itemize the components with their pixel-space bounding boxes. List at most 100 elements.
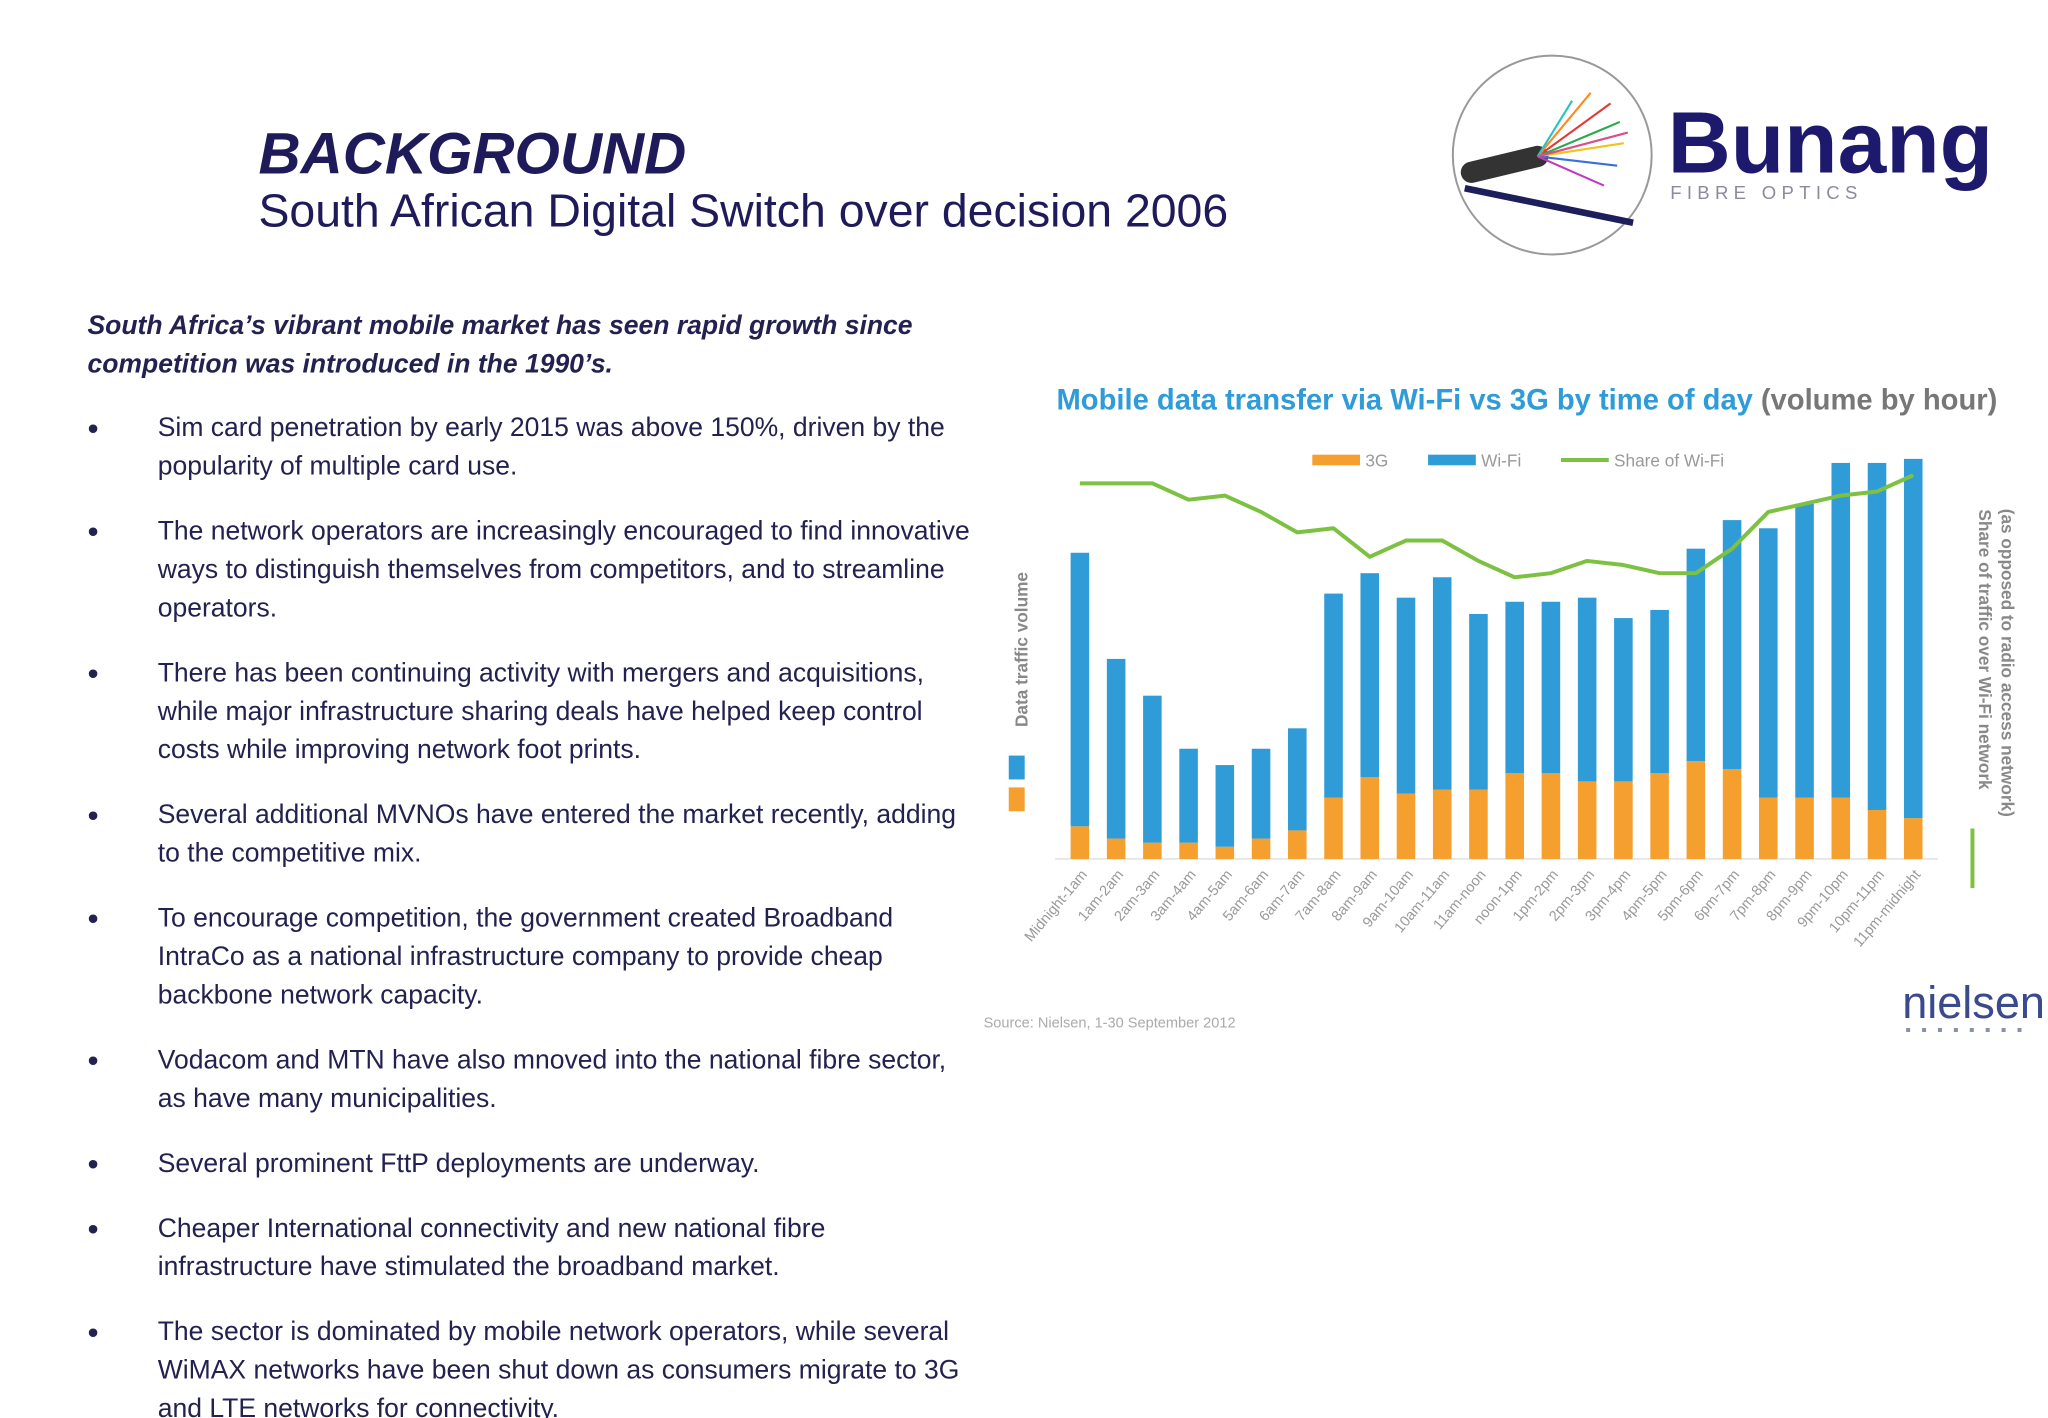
legend-swatch [1428, 454, 1476, 466]
bar-segment [1686, 760, 1706, 859]
chart-brand: nielsen [1902, 977, 2045, 1028]
logo-icon [1451, 54, 1653, 256]
bar-segment [1179, 842, 1198, 859]
chart-subtitle: (volume by hour) [1761, 385, 1998, 417]
bullet-text: Sim card penetration by early 2015 was a… [157, 413, 945, 482]
intro: South Africa’s vibrant mobile market has… [87, 311, 913, 380]
bar-segment [1251, 838, 1271, 859]
bullet-dot: • [87, 410, 99, 447]
slide-title: BACKGROUND [258, 121, 687, 187]
legend-label: 3G [1365, 451, 1388, 471]
y2-axis-note: (as opposed to radio access network) [1998, 509, 2018, 817]
bar-segment [1650, 773, 1669, 859]
bullet-text: The sector is dominated by mobile networ… [157, 1317, 960, 1418]
bar-segment [1903, 458, 1923, 819]
bar-segment [1505, 601, 1524, 774]
logo-tagline: FIBRE OPTICS [1670, 182, 1862, 203]
legend-label: Wi-Fi [1481, 451, 1521, 471]
bar-segment [1070, 552, 1090, 827]
bullet-text: There has been continuing activity with … [157, 658, 925, 765]
bullet-item: • The sector is dominated by mobile netwo… [87, 1314, 975, 1418]
bar-segment [1106, 838, 1126, 859]
bar-segment [1541, 773, 1561, 859]
bullet-dot: • [87, 1043, 99, 1080]
bar-segment [1614, 781, 1633, 859]
bar-segment [1143, 695, 1162, 843]
share-line [1079, 473, 1915, 580]
bar-segment [1722, 769, 1742, 859]
bar-segment [1795, 503, 1814, 798]
bullet-item: • Sim card penetration by early 2015 was … [87, 410, 975, 487]
bar-segment [1469, 614, 1488, 790]
bar-segment [1795, 797, 1814, 859]
bar-segment [1759, 528, 1778, 798]
bar-segment [1867, 809, 1887, 859]
y-label-key [1008, 787, 1025, 812]
legend-swatch [1312, 454, 1361, 466]
bar-segment [1614, 618, 1633, 782]
bar-segment [1324, 593, 1343, 798]
bullet-text: The network operators are increasingly e… [157, 516, 970, 624]
bar-segment [1867, 462, 1887, 810]
bar-segment [1759, 797, 1778, 859]
chart-title-main: Mobile data transfer via Wi-Fi vs 3G by … [1056, 385, 1753, 417]
bar-segment [1577, 597, 1597, 782]
bullet-text: Cheaper International connectivity and n… [157, 1214, 826, 1282]
bar-segment [1831, 462, 1851, 798]
bar-segment [1360, 573, 1380, 778]
y2-axis-label: Share of traffic over Wi-Fi network [1975, 509, 1995, 790]
y-axis-label: Data traffic volume [1011, 572, 1031, 727]
bar-segment [1251, 748, 1271, 839]
chart-title: Mobile data transfer via Wi-Fi vs 3G by … [1056, 385, 1997, 417]
bar-segment [1106, 658, 1126, 839]
bullet-item: • There has been continuing activity with… [87, 655, 975, 770]
bar-segment [1469, 789, 1488, 859]
bullet-item: • The network operators are increasingly … [87, 513, 975, 628]
bar-segment [1831, 797, 1851, 859]
bullet-dot: • [87, 1314, 99, 1351]
bar-segment [1650, 609, 1669, 774]
bar-segment [1541, 601, 1561, 774]
bar-segment [1070, 826, 1090, 859]
bullet-text: To encourage competition, the government… [157, 904, 894, 1011]
bullet-dot: • [87, 901, 99, 938]
bar-segment [1432, 577, 1452, 790]
bar-segment [1722, 520, 1742, 770]
bullet-text: Vodacom and MTN have also mnoved into th… [157, 1045, 947, 1114]
y-label-key [1008, 755, 1025, 780]
legend-label: Share of Wi-Fi [1614, 451, 1724, 471]
bar-segment [1396, 793, 1416, 859]
bullet-item: • To encourage competition, the governmen… [87, 900, 975, 1015]
bar-segment [1179, 748, 1198, 843]
bar-segment [1577, 781, 1597, 859]
slide-subtitle: South African Digital Switch over decisi… [258, 185, 1229, 238]
bar-segment [1288, 830, 1307, 859]
bar-segment [1215, 765, 1235, 847]
bullet-dot: • [87, 797, 99, 834]
bar-segment [1432, 789, 1452, 859]
bullet-dot: • [87, 1146, 99, 1183]
bar-segment [1215, 846, 1235, 859]
bar-segment [1324, 797, 1343, 859]
bullet-list: • Sim card penetration by early 2015 was … [87, 410, 975, 1418]
logo-name: Bunang [1668, 93, 1994, 191]
bullet-dot: • [87, 1211, 99, 1248]
bullet-text: Several prominent FttP deployments are u… [157, 1149, 760, 1179]
bar-segment [1288, 728, 1307, 831]
bullet-text: Several additional MVNOs have entered th… [157, 800, 956, 869]
bar-segment [1360, 777, 1380, 859]
bullet-item: • Vodacom and MTN have also mnoved into t… [87, 1042, 975, 1119]
bar-segment [1903, 818, 1923, 859]
bullet-item: • Several additional MVNOs have entered t… [87, 797, 975, 874]
bullet-item: • Cheaper International connectivity and … [87, 1210, 975, 1287]
bullet-dot: • [87, 656, 99, 692]
bar-segment [1143, 842, 1162, 859]
bar-segment [1686, 548, 1706, 761]
bullet-dot: • [87, 514, 99, 551]
bar-segment [1396, 597, 1416, 794]
bullet-item: • Several prominent FttP deployments are … [87, 1145, 975, 1183]
bar-segment [1505, 773, 1524, 859]
chart-source: Source: Nielsen, 1-30 September 2012 [984, 1015, 1236, 1031]
